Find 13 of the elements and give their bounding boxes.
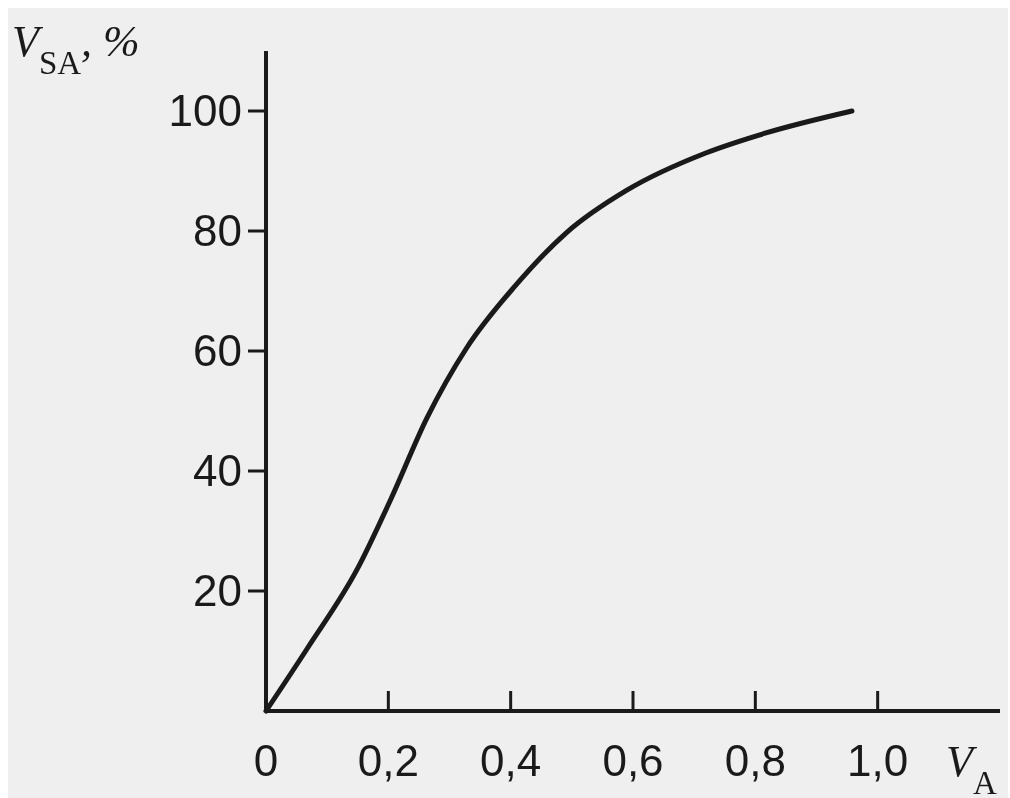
x-tick-label: 1,0 (847, 736, 909, 785)
x-tick-label: 0,4 (480, 736, 542, 785)
x-tick-label: 0,2 (357, 736, 419, 785)
y-tick-label: 60 (193, 326, 242, 376)
x-axis-title: V$_{A}$ (946, 737, 997, 798)
y-tick-label: 40 (193, 446, 242, 496)
y-tick-label: 20 (193, 566, 242, 616)
y-tick-label: 100 (168, 86, 242, 136)
y-tick-label: 80 (193, 206, 242, 256)
y-axis-title: V$_{SA}$, % (12, 17, 140, 81)
x-tick-label: 0 (253, 736, 279, 785)
x-tick-label: 0,8 (724, 736, 786, 785)
x-tick-label: 0,6 (602, 736, 664, 785)
